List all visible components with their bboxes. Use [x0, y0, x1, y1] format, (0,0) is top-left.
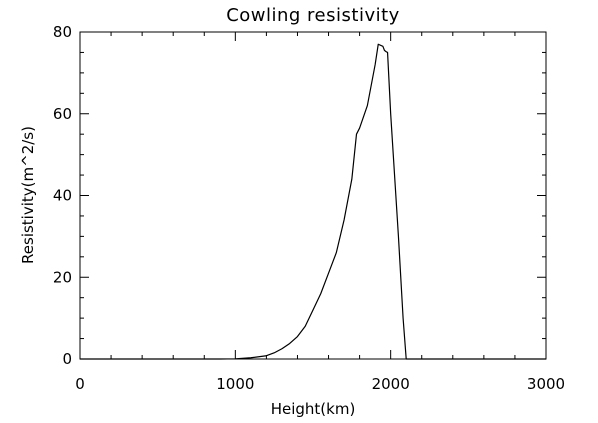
x-axis-title: Height(km)	[271, 400, 356, 418]
x-tick-label: 0	[75, 375, 85, 393]
y-tick-label: 0	[62, 350, 72, 368]
tick-labels: 0 1000 2000 3000 0 20 40 60 80	[53, 23, 565, 393]
y-tick-label: 40	[53, 187, 72, 205]
y-tick-label: 60	[53, 105, 72, 123]
x-tick-label: 1000	[216, 375, 254, 393]
plot-frame	[79, 31, 547, 360]
y-axis-title: Resistivity(m^2/s)	[19, 126, 37, 264]
x-tick-label: 3000	[527, 375, 565, 393]
series-line	[80, 43, 546, 360]
y-tick-label: 20	[53, 268, 72, 286]
tick-marks	[79, 31, 547, 360]
y-tick-label: 80	[53, 23, 72, 41]
chart-title: Cowling resistivity	[226, 5, 400, 26]
x-tick-label: 2000	[372, 375, 410, 393]
